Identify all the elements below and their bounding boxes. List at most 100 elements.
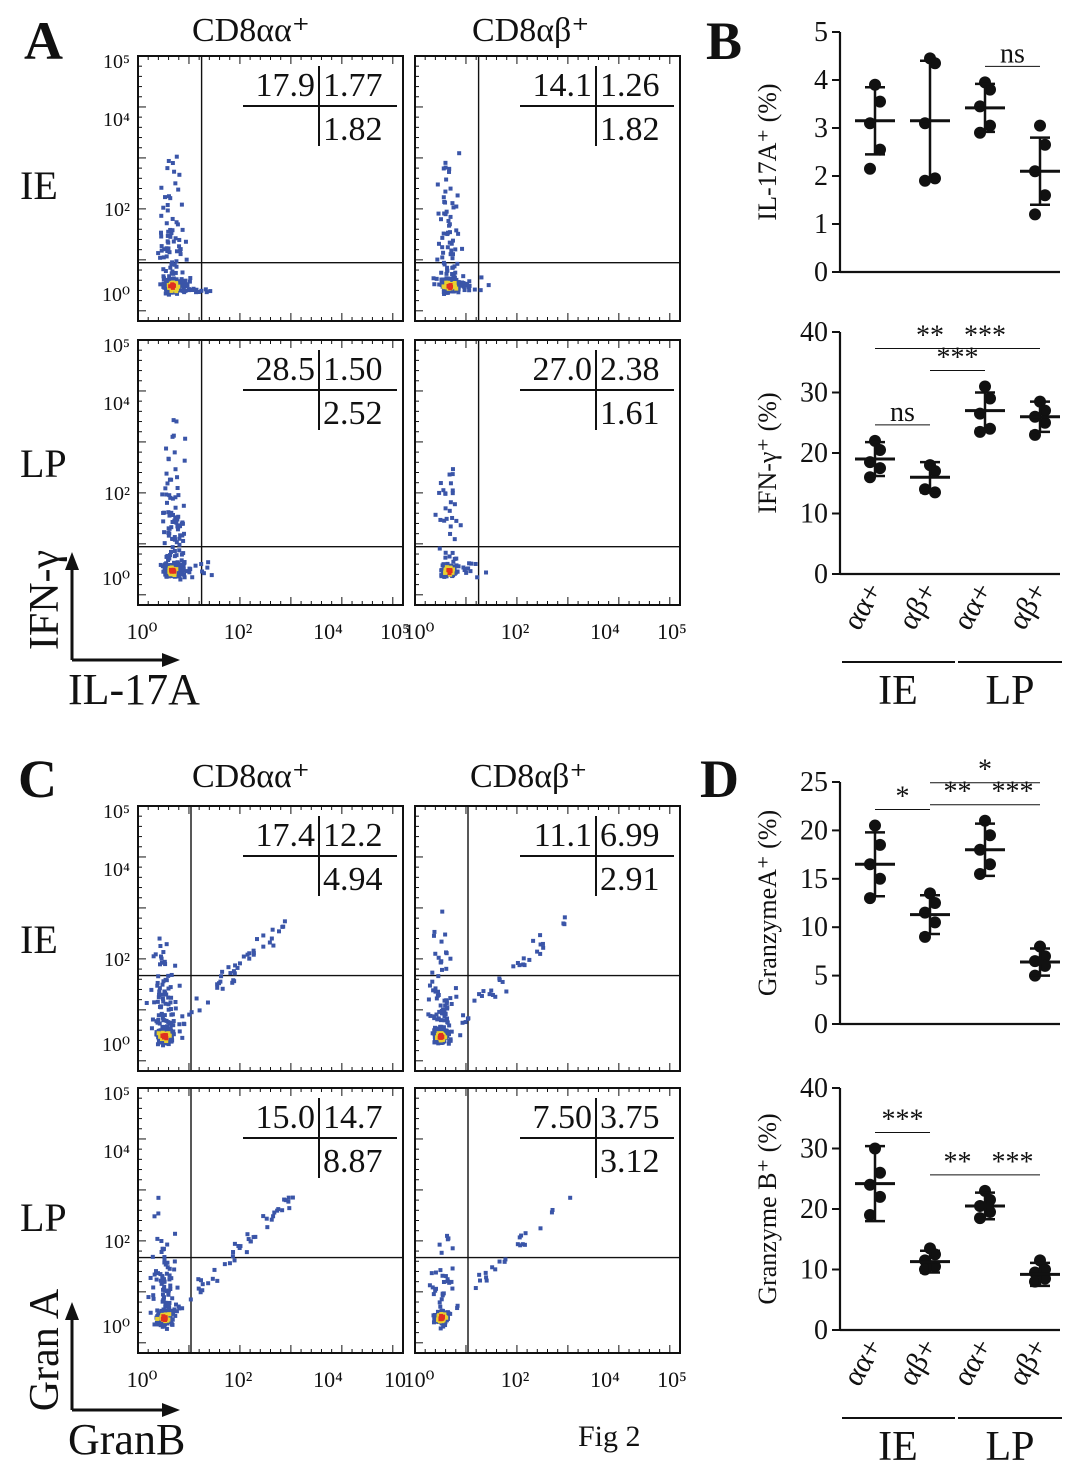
event-dot-core — [438, 1316, 443, 1321]
y-tick-label: 0 — [814, 559, 828, 590]
event-dot — [166, 158, 171, 163]
event-dot — [163, 280, 168, 285]
event-dot — [173, 495, 178, 500]
event-dot — [173, 963, 178, 968]
event-dot — [157, 992, 162, 997]
event-dot — [163, 1304, 168, 1309]
significance-label: ** — [916, 320, 944, 351]
event-dot — [445, 265, 450, 270]
event-dot — [461, 1013, 466, 1018]
event-dot — [158, 954, 163, 959]
event-dot — [162, 1255, 167, 1260]
event-dot — [160, 492, 165, 497]
event-dot — [426, 997, 431, 1002]
event-dot — [245, 1232, 250, 1237]
event-dot — [179, 571, 184, 576]
event-dot — [178, 577, 183, 582]
event-dot — [159, 230, 164, 235]
event-dot — [483, 1270, 488, 1275]
event-dot — [436, 241, 441, 246]
event-dot — [166, 229, 171, 234]
event-dot — [215, 985, 220, 990]
event-dot — [497, 1259, 502, 1264]
event-dot — [152, 1214, 157, 1219]
event-dot — [493, 994, 498, 999]
event-dot — [150, 1017, 155, 1022]
event-dot — [439, 939, 444, 944]
data-point — [874, 462, 886, 475]
event-dot — [430, 970, 435, 975]
quadrant-value-upper-right: 1.26 — [600, 67, 660, 104]
event-dots — [144, 919, 287, 1048]
event-dot — [161, 519, 166, 524]
quadrant-value-upper-left: 11.1 — [534, 817, 592, 854]
event-dot-dense — [169, 288, 174, 293]
event-dot — [208, 289, 213, 294]
category-label: αα+ — [946, 577, 999, 635]
event-dot — [177, 542, 182, 547]
event-dot — [158, 562, 163, 567]
event-dot — [174, 553, 179, 558]
event-dot — [521, 956, 526, 961]
event-dot — [172, 450, 177, 455]
event-dot-dense — [167, 1312, 172, 1317]
event-dot — [151, 1293, 156, 1298]
y-tick-label: 0 — [814, 1009, 828, 1040]
event-dot — [484, 1278, 489, 1283]
significance-label: *** — [937, 342, 979, 373]
event-dot — [161, 979, 166, 984]
event-dot — [166, 1007, 171, 1012]
event-dot — [199, 562, 204, 567]
event-dot — [173, 181, 178, 186]
column-title-cd8ab-c: CD8αβ⁺ — [470, 758, 588, 795]
event-dot — [174, 1309, 179, 1314]
event-dot — [190, 575, 195, 580]
event-dot — [515, 960, 520, 965]
event-dot — [174, 277, 179, 282]
event-dot — [165, 1242, 170, 1247]
data-point — [1039, 189, 1051, 202]
event-dot — [155, 1271, 160, 1276]
event-dot — [226, 965, 231, 970]
event-dot — [171, 276, 176, 281]
event-dot — [159, 956, 164, 961]
flow-plot-a-lp-ab: 27.0 2.38 1.61 10⁰ 10² 10⁴ 10⁵ — [404, 339, 687, 644]
event-dot — [433, 986, 438, 991]
event-dot — [479, 275, 484, 280]
event-dot — [155, 1042, 160, 1047]
event-dot — [261, 1214, 266, 1219]
quadrant-value-upper-left: 28.5 — [256, 351, 316, 388]
event-dot — [166, 246, 171, 251]
event-dot — [446, 1236, 451, 1241]
event-dot — [167, 1300, 172, 1305]
event-dot — [449, 1029, 454, 1034]
event-dot-core — [438, 1033, 443, 1038]
event-dot — [490, 1265, 495, 1270]
event-dot — [215, 982, 220, 987]
event-dot — [157, 989, 162, 994]
event-dot-dense — [155, 1316, 160, 1321]
event-dot — [523, 1231, 528, 1236]
event-dot — [165, 1321, 170, 1326]
event-dot — [159, 1012, 164, 1017]
event-dot — [458, 1033, 463, 1038]
data-point — [929, 1260, 941, 1273]
data-point — [874, 1190, 886, 1203]
event-dot — [165, 563, 170, 568]
event-dot — [538, 1226, 543, 1231]
column-title-cd8aa-c: CD8αα⁺ — [192, 758, 310, 795]
event-dot-dense — [453, 284, 458, 289]
event-dot — [193, 563, 198, 568]
event-dot — [435, 182, 440, 187]
event-dot — [160, 996, 165, 1001]
event-dot — [176, 525, 181, 530]
event-dot — [183, 239, 188, 244]
event-dot — [549, 1210, 554, 1215]
event-dot — [160, 960, 165, 965]
y-tick-label: 10⁰ — [102, 1316, 130, 1338]
event-dot — [180, 279, 185, 284]
event-dot — [282, 919, 287, 924]
event-dot — [167, 274, 172, 279]
y-axis-arrowhead — [65, 552, 79, 570]
